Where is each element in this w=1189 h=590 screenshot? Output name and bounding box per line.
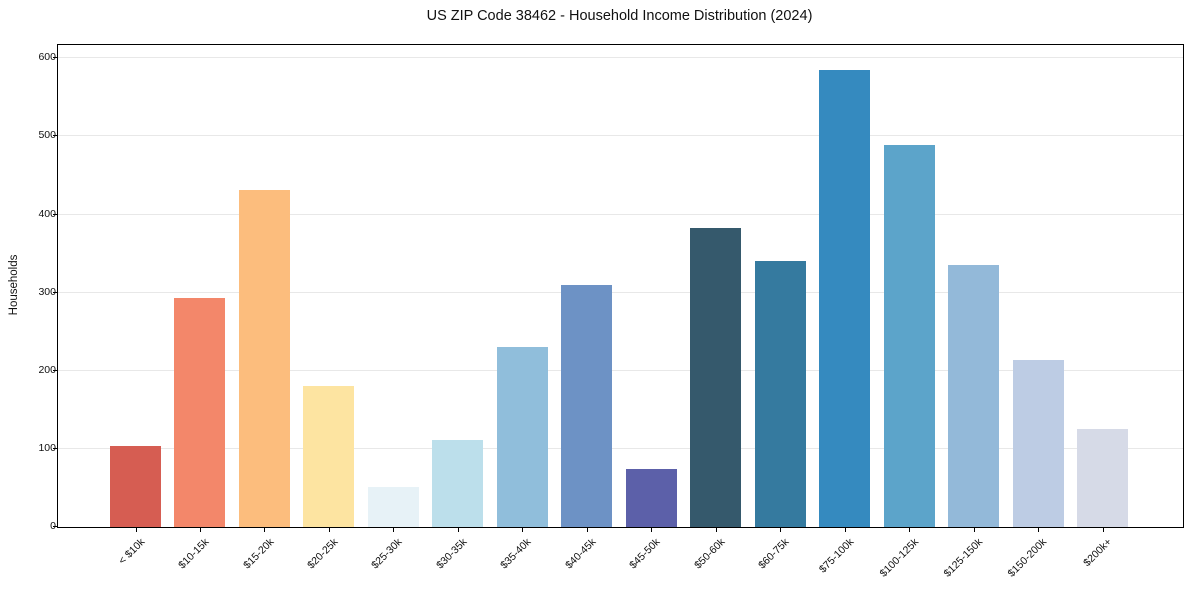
bar <box>432 440 484 527</box>
x-tick-label: $15-20k <box>240 536 276 572</box>
x-tick-mark <box>393 527 395 532</box>
x-tick-mark <box>264 527 266 532</box>
y-tick-mark <box>53 448 58 449</box>
gridline <box>58 214 1183 215</box>
y-tick-label: 600 <box>38 51 56 63</box>
x-tick-label: $200k+ <box>1080 536 1115 570</box>
bar <box>948 264 1000 527</box>
bar <box>367 487 419 527</box>
y-tick-mark <box>53 57 58 58</box>
y-tick-label: 200 <box>38 364 56 376</box>
y-tick-label: 100 <box>38 442 56 454</box>
bar <box>754 261 806 527</box>
x-tick-mark <box>909 527 911 532</box>
chart-title: US ZIP Code 38462 - Household Income Dis… <box>426 8 813 24</box>
x-tick-mark <box>780 527 782 532</box>
x-tick-label: $60-75k <box>756 536 792 572</box>
bar <box>819 70 871 527</box>
x-tick-mark <box>1102 527 1104 532</box>
x-tick-mark <box>199 527 201 532</box>
x-tick-label: $40-45k <box>562 536 599 572</box>
x-tick-label: < $10k <box>115 536 147 567</box>
bar <box>690 227 742 527</box>
x-tick-label: $25-30k <box>369 536 405 572</box>
y-tick-mark <box>53 370 58 371</box>
x-tick-mark <box>522 527 524 532</box>
x-tick-mark <box>135 527 137 532</box>
x-tick-label: $125-150k <box>941 536 986 580</box>
x-tick-label: $75-100k <box>816 536 857 576</box>
x-tick-mark <box>973 527 975 532</box>
x-tick-label: $45-50k <box>627 536 663 572</box>
x-tick-mark <box>328 527 330 532</box>
x-tick-mark <box>586 527 588 532</box>
bar <box>1077 428 1129 527</box>
bar <box>1012 359 1064 527</box>
x-tick-label: $35-40k <box>498 536 534 572</box>
bar <box>238 190 290 527</box>
y-tick-mark <box>53 135 58 136</box>
gridline <box>58 292 1183 293</box>
x-tick-label: $100-125k <box>877 536 921 580</box>
bar <box>561 284 613 527</box>
x-tick-mark <box>715 527 717 532</box>
x-tick-label: $30-35k <box>434 536 470 572</box>
bar <box>174 298 226 527</box>
bar <box>303 385 355 527</box>
gridline <box>58 135 1183 136</box>
y-tick-label: 500 <box>38 129 56 141</box>
bar <box>883 145 935 527</box>
gridline <box>58 57 1183 58</box>
y-tick-label: 400 <box>38 208 56 220</box>
x-tick-mark <box>651 527 653 532</box>
x-tick-label: $50-60k <box>691 536 728 572</box>
x-tick-mark <box>457 527 459 532</box>
plot-area <box>53 44 1184 532</box>
y-tick-mark <box>53 526 58 527</box>
bar <box>496 346 548 527</box>
y-tick-label: 0 <box>50 520 56 532</box>
bar <box>625 469 677 527</box>
x-tick-label: $10-15k <box>176 536 212 572</box>
gridline <box>58 448 1183 449</box>
bar <box>110 445 161 527</box>
x-tick-label: $150-200k <box>1006 536 1050 580</box>
x-tick-mark <box>1038 527 1040 532</box>
x-tick-mark <box>844 527 846 532</box>
y-tick-mark <box>53 292 58 293</box>
x-tick-label: $20-25k <box>305 536 341 572</box>
y-tick-mark <box>53 214 58 215</box>
y-axis-label: Households <box>8 254 20 316</box>
gridline <box>58 370 1183 371</box>
y-tick-label: 300 <box>38 286 56 298</box>
